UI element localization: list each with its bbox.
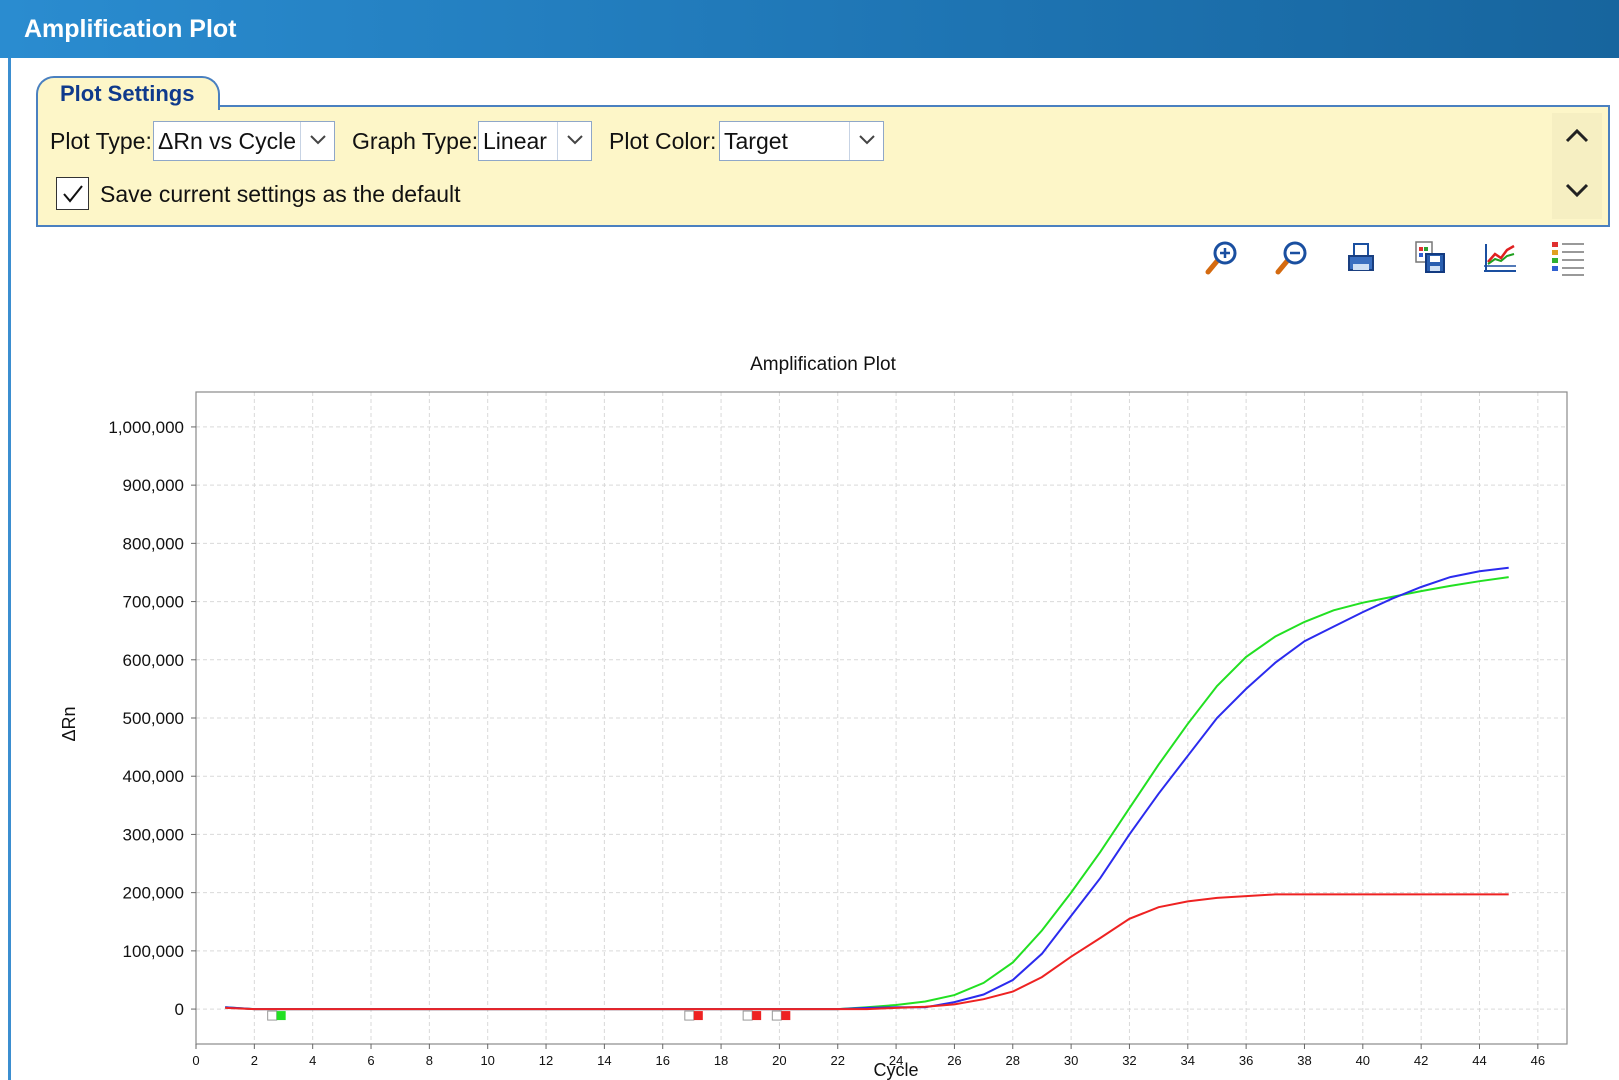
plot-color-dropdown[interactable]: Target [719,121,884,161]
baseline-marker [693,1011,703,1021]
save-image-icon[interactable] [1410,238,1450,278]
title-bar: Amplification Plot [0,0,1619,58]
y-tick-label: 200,000 [123,884,184,903]
graph-type-dropdown[interactable]: Linear [478,121,592,161]
zoom-out-icon[interactable] [1272,238,1312,278]
x-tick-label: 12 [539,1053,553,1068]
series-line [225,893,1509,1011]
x-tick-label: 46 [1531,1053,1545,1068]
x-tick-label: 10 [480,1053,494,1068]
y-tick-label: 700,000 [123,593,184,612]
x-tick-label: 34 [1181,1053,1195,1068]
x-tick-label: 44 [1472,1053,1486,1068]
chart-title: Amplification Plot [750,354,896,375]
save-default-checkbox[interactable] [56,177,89,210]
chevron-down-icon [849,122,883,160]
y-tick-label: 800,000 [123,534,184,553]
graph-type-value: Linear [483,128,547,154]
x-tick-label: 28 [1006,1053,1020,1068]
x-tick-label: 38 [1297,1053,1311,1068]
graph-type-label: Graph Type: [352,128,479,154]
print-icon[interactable] [1342,238,1382,278]
x-tick-label: 42 [1414,1053,1428,1068]
baseline-marker [781,1011,791,1021]
chevron-up-icon[interactable] [1564,127,1590,145]
x-tick-label: 0 [192,1053,199,1068]
series-line [225,566,1509,1011]
x-tick-label: 2 [251,1053,258,1068]
plot-options-icon[interactable] [1480,238,1520,278]
x-axis-label: Cycle [873,1060,918,1080]
baseline-marker [276,1011,286,1021]
plot-type-dropdown[interactable]: ΔRn vs Cycle [153,121,335,161]
x-tick-label: 30 [1064,1053,1078,1068]
tab-plot-settings-label: Plot Settings [60,81,195,106]
chevron-down-icon [557,122,591,160]
y-tick-label: 0 [175,1000,184,1019]
y-tick-label: 500,000 [123,709,184,728]
save-default-label: Save current settings as the default [100,181,461,207]
y-tick-label: 900,000 [123,476,184,495]
baseline-marker-outline [267,1010,278,1021]
legend-icon[interactable] [1548,238,1588,278]
x-tick-label: 14 [597,1053,611,1068]
zoom-in-icon[interactable] [1202,238,1242,278]
settings-scroller [1552,113,1602,219]
chevron-down-icon[interactable] [1564,181,1590,199]
x-tick-label: 16 [655,1053,669,1068]
tab-plot-settings[interactable]: Plot Settings [36,76,220,110]
window-title: Amplification Plot [24,15,237,43]
x-tick-label: 4 [309,1053,316,1068]
plot-type-value: ΔRn vs Cycle [158,128,297,154]
plot-type-label: Plot Type: [50,128,152,154]
baseline-marker-outline [742,1010,753,1021]
y-tick-label: 300,000 [123,825,184,844]
x-tick-label: 36 [1239,1053,1253,1068]
y-axis-label: ΔRn [59,706,79,741]
plot-settings-panel: Plot Type: ΔRn vs Cycle Graph Type: Line… [36,105,1610,227]
x-tick-label: 24 [889,1053,903,1068]
chevron-down-icon [300,122,334,160]
y-tick-label: 100,000 [123,942,184,961]
plot-color-value: Target [724,128,788,154]
x-tick-label: 20 [772,1053,786,1068]
baseline-marker-outline [771,1010,782,1021]
x-tick-label: 22 [831,1053,845,1068]
x-tick-label: 8 [426,1053,433,1068]
baseline-marker-outline [684,1010,695,1021]
x-tick-label: 18 [714,1053,728,1068]
baseline-marker [752,1011,762,1021]
y-tick-label: 400,000 [123,767,184,786]
amplification-chart: Amplification Plot 0 2 4 6 8 10 12 14 16 18 20 22 24… [59,354,1568,1080]
x-tick-label: 6 [367,1053,374,1068]
y-tick-label: 600,000 [123,651,184,670]
y-tick-label: 1,000,000 [108,418,184,437]
plot-color-label: Plot Color: [609,128,717,154]
x-tick-label: 40 [1356,1053,1370,1068]
x-tick-label: 32 [1122,1053,1136,1068]
x-tick-label: 26 [947,1053,961,1068]
left-border [8,58,11,1080]
series-line [225,576,1509,1011]
